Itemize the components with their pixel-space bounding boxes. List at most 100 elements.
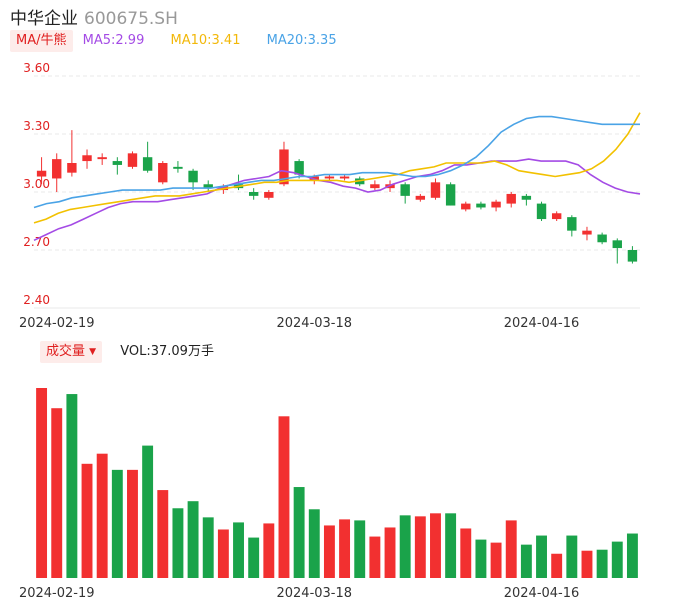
volume-bar <box>96 453 108 578</box>
volume-bar <box>551 553 563 578</box>
candle <box>248 188 259 200</box>
ma-legend: MA/牛熊 MA5:2.99 MA10:3.41 MA20:3.35 <box>10 30 337 54</box>
candle-body <box>551 213 562 220</box>
x-tick-label: 2024-02-19 <box>19 316 95 331</box>
volume-bar <box>596 549 608 578</box>
volume-bar <box>51 408 63 578</box>
y-tick-label: 3.60 <box>23 61 50 75</box>
candle-body <box>36 170 47 177</box>
candle <box>461 201 471 212</box>
y-tick-label: 3.30 <box>23 119 50 133</box>
candle <box>142 141 153 173</box>
ma20-legend: MA20:3.35 <box>266 33 337 48</box>
volume-bar <box>626 533 638 578</box>
stock-title: 中华企业 600675.SH <box>10 4 178 29</box>
candle <box>567 215 577 237</box>
volume-bar <box>248 537 260 578</box>
stock-code: 600675.SH <box>84 9 178 29</box>
candle-body <box>112 161 123 165</box>
candle <box>188 168 198 191</box>
y-tick-label: 2.70 <box>23 235 50 249</box>
volume-bar <box>611 541 623 578</box>
candle-body <box>521 195 532 200</box>
candle-body <box>339 176 350 179</box>
candle <box>415 193 426 202</box>
candle <box>400 182 410 204</box>
candle-body <box>461 203 471 210</box>
volume-bar <box>384 527 396 578</box>
volume-bar <box>339 519 351 578</box>
candle-body <box>97 157 107 160</box>
candle <box>294 159 304 179</box>
candle <box>112 157 123 175</box>
volume-bar <box>157 490 169 578</box>
ma-indicator-tag[interactable]: MA/牛熊 <box>10 30 73 52</box>
candle-body <box>400 184 410 196</box>
candle-body <box>188 170 198 183</box>
volume-bar <box>536 535 547 578</box>
volume-bar <box>566 535 578 578</box>
candle <box>67 130 77 177</box>
candle-body <box>67 163 77 173</box>
ma5-line <box>33 158 641 242</box>
volume-bar <box>187 501 199 578</box>
candle <box>551 211 562 221</box>
candle <box>264 190 274 200</box>
x-tick-label: 2024-04-16 <box>504 316 580 331</box>
x-tick-label: 2024-03-18 <box>276 316 352 331</box>
candle-body <box>279 149 289 185</box>
candle-body <box>476 203 486 208</box>
y-tick-label: 3.00 <box>23 177 50 191</box>
volume-bar <box>505 520 517 578</box>
volume-bar <box>490 542 502 578</box>
x-tick-label: 2024-02-19 <box>19 586 95 601</box>
ma10-line <box>33 112 641 224</box>
volume-bar <box>369 536 381 578</box>
candle <box>476 201 486 210</box>
volume-bar <box>202 517 214 578</box>
volume-bar <box>475 539 487 578</box>
candle <box>627 246 638 264</box>
candle <box>158 161 168 185</box>
candle-body <box>82 155 92 162</box>
volume-bar <box>354 520 366 578</box>
volume-bar <box>81 463 93 578</box>
candle <box>597 232 607 245</box>
candle-body <box>582 230 592 235</box>
candle-body <box>142 157 153 171</box>
candle <box>339 174 350 181</box>
candle <box>173 161 183 173</box>
ma5-legend: MA5:2.99 <box>82 33 145 48</box>
candle-body <box>445 184 456 206</box>
candle <box>491 199 501 212</box>
volume-bar <box>520 544 532 578</box>
candle <box>52 153 62 192</box>
volume-bar <box>399 515 411 578</box>
candle-body <box>627 250 638 262</box>
candle <box>370 180 380 191</box>
volume-bar <box>36 388 48 578</box>
candle-body <box>127 153 138 167</box>
y-tick-label: 2.40 <box>23 293 50 307</box>
candle-body <box>294 161 304 175</box>
stock-name: 中华企业 <box>10 9 78 29</box>
volume-bar <box>293 487 305 578</box>
volume-indicator-tag[interactable]: 成交量 ▼ <box>40 341 103 363</box>
candle <box>203 180 213 192</box>
candle <box>445 182 456 206</box>
candle-body <box>264 192 274 198</box>
volume-bar <box>172 508 184 578</box>
candle-body <box>370 184 380 189</box>
ma10-legend: MA10:3.41 <box>170 33 241 48</box>
volume-bar <box>308 509 320 578</box>
candle <box>324 174 335 181</box>
volume-bar <box>581 550 593 578</box>
candle-body <box>415 195 426 200</box>
x-tick-label: 2024-03-18 <box>276 586 352 601</box>
volume-bar <box>414 516 426 578</box>
dropdown-arrow-icon: ▼ <box>89 347 97 357</box>
volume-bar <box>445 513 457 578</box>
volume-legend: 成交量 ▼ VOL:37.09万手 <box>40 341 214 363</box>
candle-body <box>248 192 259 196</box>
candle <box>97 153 107 165</box>
